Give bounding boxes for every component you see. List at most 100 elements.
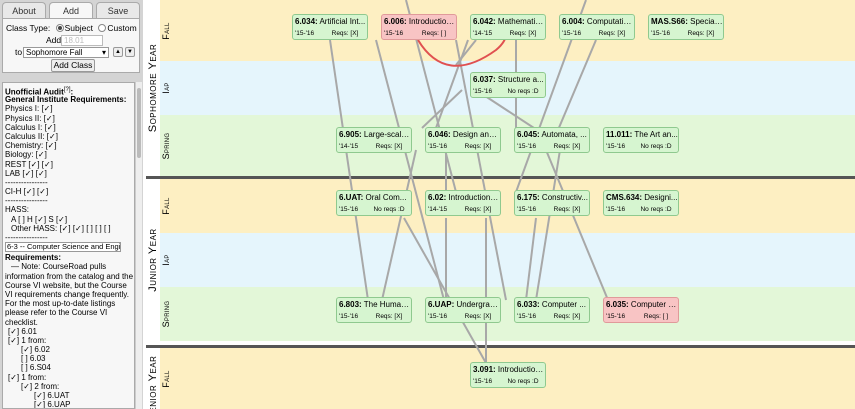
requirement-line: [ ] 6.S04 [21,363,51,373]
audit-help-link[interactable]: [?] [63,87,71,93]
class-card[interactable]: 6.UAT: Oral Com... '15-'16 No reqs :D [336,190,412,216]
class-reqs: Reqs: [ ] [421,30,447,37]
term-junior-fall[interactable]: Fall [160,179,855,233]
hass-line: A [ ] H [✓] S [✓] [11,214,68,224]
move-up-button[interactable]: ▲ [113,47,123,57]
requirement-line: [✓] 6.02 [21,345,50,355]
class-reqs: Reqs: [X] [553,313,581,320]
custom-radio[interactable] [98,24,107,32]
class-reqs: Reqs: [X] [464,313,492,320]
class-year: '15-'16 [295,30,315,37]
class-title: 6.UAT: Oral Com... [339,193,407,202]
class-card[interactable]: 6.02: Introduction t... '14-'15 Reqs: [X] [425,190,501,216]
class-title: 6.004: Computatio... [562,17,634,26]
add-label: Add [46,35,62,45]
scrollbar-thumb[interactable] [137,88,141,158]
class-reqs: Reqs: [X] [331,30,359,37]
class-reqs: Reqs: [X] [598,30,626,37]
class-reqs: Reqs: [X] [687,30,715,37]
class-year: '15-'16 [428,143,448,150]
gir-item: Calculus II: [✓] [5,131,58,141]
class-year: '15-'16 [473,378,493,385]
class-reqs: Reqs: [X] [509,30,537,37]
semester-selected-value: Sophomore Fall [26,48,83,57]
audit-title: Unofficial Audit [5,87,64,97]
add-class-button[interactable]: Add Class [51,59,95,72]
class-card[interactable]: 6.045: Automata, ... '15-'16 Reqs: [X] [514,127,590,153]
hass-heading: HASS: [5,205,30,215]
class-reqs: No reqs :D [640,206,672,213]
class-card[interactable]: MAS.S66: Special ... '15-'16 Reqs: [X] [648,14,724,40]
class-reqs: Reqs: [X] [464,206,492,213]
class-year: '15-'16 [384,30,404,37]
class-card[interactable]: 6.035: Computer L... '15-'16 Reqs: [ ] [603,297,679,323]
class-title: 11.011: The Art an... [606,130,678,139]
subject-radio[interactable] [55,24,64,32]
class-title: 6.045: Automata, ... [517,130,587,139]
class-title: 6.034: Artificial Int... [295,17,366,26]
class-card[interactable]: 3.091: Introduction... '15-'16 No reqs :D [470,362,546,388]
term-label: Fall [161,21,171,40]
class-card[interactable]: 6.175: Constructiv... '15-'16 Reqs: [X] [514,190,590,216]
class-year: '15-'16 [562,30,582,37]
class-reqs: No reqs :D [507,378,539,385]
class-year: '14-'15 [339,143,359,150]
class-title: 6.803: The Human... [339,300,411,309]
class-card[interactable]: 6.905: Large-scale... '14-'15 Reqs: [X] [336,127,412,153]
tab-save[interactable]: Save [96,2,140,19]
term-junior-iap[interactable]: Iap [160,233,855,287]
class-card[interactable]: 6.033: Computer ... '15-'16 Reqs: [X] [514,297,590,323]
semester-select[interactable]: Sophomore Fall ▾ [23,47,109,58]
term-label: Fall [161,197,171,215]
class-year: '15-'16 [606,206,626,213]
move-down-button[interactable]: ▼ [125,47,135,57]
note-line: Course VI website, but the Course [5,280,127,290]
class-title: 6.006: Introduction... [384,17,456,26]
divider: ---------------- [5,196,48,206]
gir-item: Physics I: [✓] [5,104,53,114]
term-junior-spring[interactable]: Spring [160,287,855,341]
class-card[interactable]: 6.037: Structure a... '15-'16 No reqs :D [470,72,546,98]
gir-heading: General Institute Requirements: [5,95,127,105]
class-search-input[interactable]: 18.01 [61,35,103,46]
term-sophomore-spring[interactable]: Spring [160,115,855,176]
class-card[interactable]: 6.006: Introduction... '15-'16 Reqs: [ ] [381,14,457,40]
subject-radio-label: Subject [64,23,93,33]
major-select[interactable]: 6-3 -- Computer Science and Engineering [5,242,121,253]
audit-scrollbar[interactable] [135,82,142,409]
left-panel: About Add Save Class Type: Subject Custo… [0,0,143,409]
class-card[interactable]: 6.034: Artificial Int... '15-'16 Reqs: [X] [292,14,368,40]
class-title: 6.UAP: Undergrad... [428,300,500,309]
tab-about[interactable]: About [2,2,46,19]
chevron-down-icon: ▾ [101,48,106,57]
requirements-heading: Requirements: [5,253,62,263]
road-view: Sophomore Year Fall Iap Spring Junior Ye… [146,0,855,409]
note-line: please refer to the Course VI [5,308,108,318]
class-reqs: No reqs :D [640,143,672,150]
requirement-line: [ ] 6.03 [21,354,46,364]
class-card[interactable]: 11.011: The Art an... '15-'16 No reqs :D [603,127,679,153]
class-card[interactable]: 6.046: Design and... '15-'16 Reqs: [X] [425,127,501,153]
year-label-sophomore: Sophomore Year [146,0,160,176]
class-title: 6.046: Design and... [428,130,500,139]
tab-add[interactable]: Add [49,2,93,19]
class-reqs: Reqs: [X] [375,143,403,150]
gir-item: Biology: [✓] [5,150,47,160]
class-card[interactable]: 6.803: The Human... '15-'16 Reqs: [X] [336,297,412,323]
class-card[interactable]: CMS.634: Designi... '15-'16 No reqs :D [603,190,679,216]
year-label-senior: Senior Year [146,348,160,409]
class-year: '14-'15 [428,206,448,213]
class-card[interactable]: 6.UAP: Undergrad... '15-'16 Reqs: [X] [425,297,501,323]
class-title: 6.175: Constructiv... [517,193,588,202]
class-reqs: Reqs: [X] [553,206,581,213]
class-card[interactable]: 6.042: Mathematic... '14-'15 Reqs: [X] [470,14,546,40]
class-title: 6.033: Computer ... [517,300,586,309]
year-divider [146,345,855,348]
requirement-line: [✓] 1 from: [8,372,47,382]
class-card[interactable]: 6.004: Computatio... '15-'16 Reqs: [X] [559,14,635,40]
panel-tabs: About Add Save [2,2,140,19]
class-reqs: No reqs :D [507,88,539,95]
class-title: 6.042: Mathematic... [473,17,545,26]
divider: ---------------- [5,233,48,242]
class-title: 6.035: Computer L... [606,300,678,309]
